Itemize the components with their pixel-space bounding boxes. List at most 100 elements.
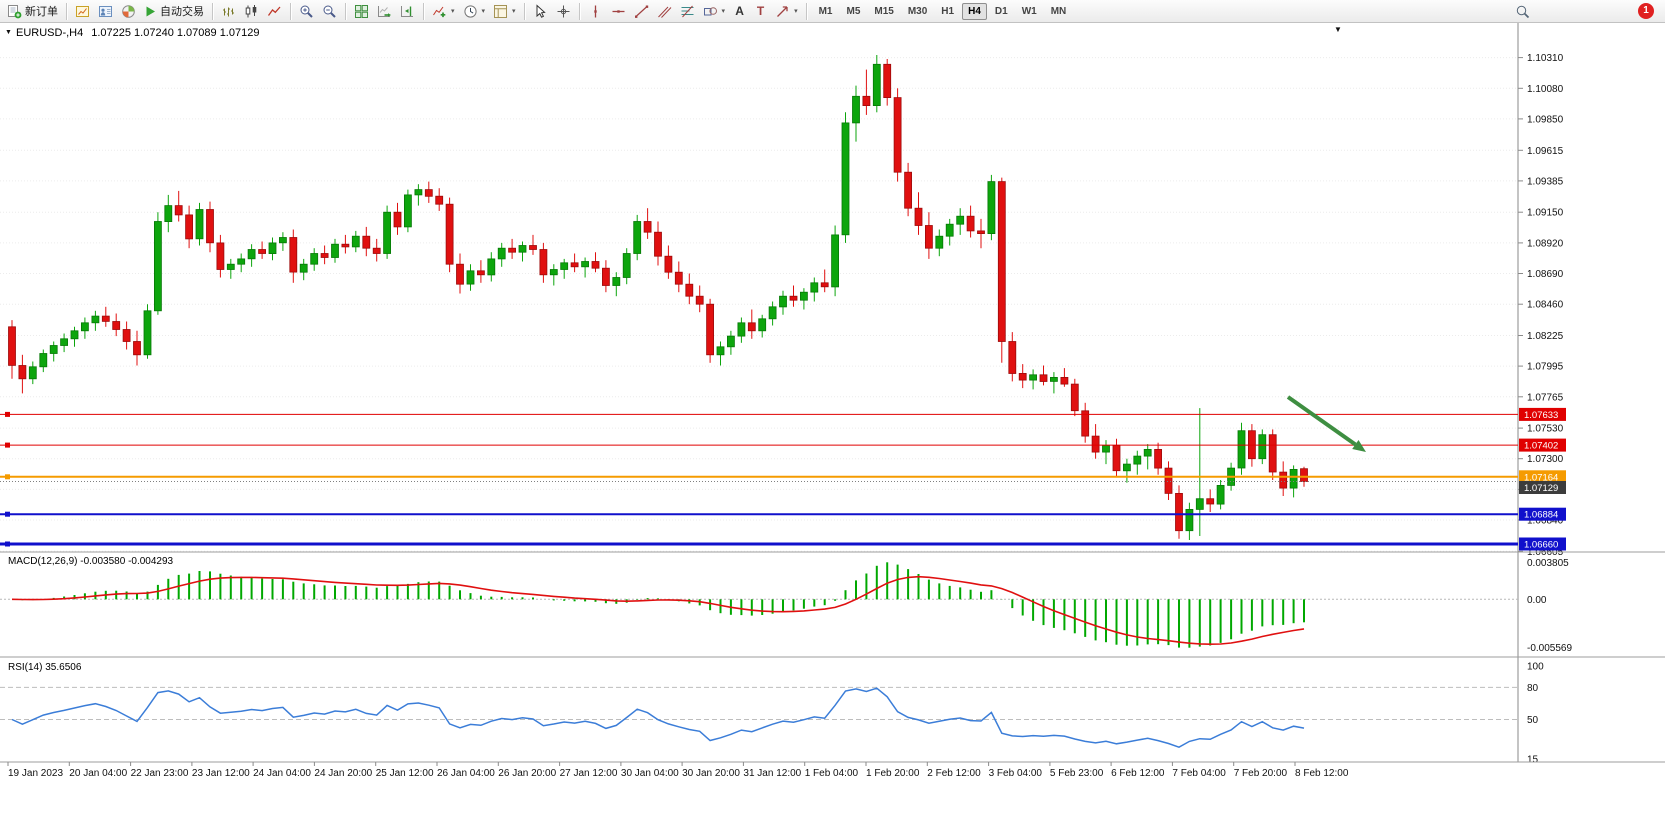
auto-trading-label: 自动交易: [160, 6, 204, 18]
svg-text:2 Feb 12:00: 2 Feb 12:00: [927, 768, 981, 779]
horizontal-line-object[interactable]: 1.06660: [0, 537, 1566, 551]
navigator-button[interactable]: [94, 1, 117, 21]
new-order-label: 新订单: [25, 6, 58, 18]
auto-scroll-button[interactable]: [373, 1, 396, 21]
chevron-down-icon: ▾: [721, 8, 726, 15]
vertical-line-tool[interactable]: [584, 1, 607, 21]
svg-text:8 Feb 12:00: 8 Feb 12:00: [1295, 768, 1349, 779]
chart-expand-icon[interactable]: ▼: [5, 29, 12, 36]
horizontal-line-object[interactable]: 1.06884: [0, 507, 1566, 521]
svg-text:27 Jan 12:00: 27 Jan 12:00: [560, 768, 618, 779]
shapes-icon: [703, 6, 717, 15]
timeframe-m5[interactable]: M5: [840, 3, 866, 20]
market-watch-button[interactable]: [71, 1, 94, 21]
terminal-button[interactable]: [117, 1, 140, 21]
toolbar-separator: [290, 2, 291, 20]
svg-text:-0.005569: -0.005569: [1527, 643, 1572, 654]
crosshair-button[interactable]: [552, 1, 575, 21]
timeframe-h1[interactable]: H1: [935, 3, 960, 20]
svg-text:1 Feb 20:00: 1 Feb 20:00: [866, 768, 920, 779]
timeframe-h4[interactable]: H4: [962, 2, 987, 20]
timeframe-w1[interactable]: W1: [1016, 3, 1043, 20]
time-axis[interactable]: 19 Jan 2023 20 Jan 04:00 22 Jan 23:00 23 Ja…: [7, 762, 1349, 779]
toolbar-separator: [212, 2, 213, 20]
chart-shift-button[interactable]: [396, 1, 419, 21]
notification-badge[interactable]: 1: [1638, 3, 1654, 19]
auto-scroll-icon: [378, 5, 391, 17]
indicators-button[interactable]: ▾: [428, 1, 459, 21]
trendline-tool[interactable]: [630, 1, 653, 21]
svg-text:1 Feb 04:00: 1 Feb 04:00: [805, 768, 859, 779]
ohlc-values: 1.07225 1.07240 1.07089 1.07129: [91, 27, 260, 39]
indicators-icon: [433, 6, 446, 17]
label-tool[interactable]: T: [750, 1, 771, 21]
svg-text:5 Feb 23:00: 5 Feb 23:00: [1050, 768, 1104, 779]
navigator-icon: [99, 5, 112, 17]
timeframe-toolbar: M1 M5 M15 M30 H1 H4 D1 W1 MN: [813, 2, 1073, 20]
horizontal-line-object[interactable]: 1.07164: [0, 470, 1566, 484]
toolbar-separator: [578, 2, 580, 20]
svg-text:24 Jan 04:00: 24 Jan 04:00: [253, 768, 311, 779]
toolbar-separator: [523, 2, 525, 20]
zoom-in-button[interactable]: [295, 1, 318, 21]
market-watch-icon: [76, 5, 89, 17]
bar-chart-icon: [223, 7, 234, 16]
clock-icon: [463, 4, 477, 18]
channel-icon: [657, 6, 671, 18]
new-order-button[interactable]: 新订单: [3, 1, 62, 21]
timeframe-m15[interactable]: M15: [868, 3, 899, 20]
price-axis[interactable]: 1.10310 1.10080 1.09850 1.09615 1.09385 1.091…: [1517, 23, 1564, 762]
cursor-icon: [536, 3, 546, 18]
candlestick-chart-button[interactable]: [240, 1, 263, 21]
svg-text:25 Jan 12:00: 25 Jan 12:00: [376, 768, 434, 779]
svg-text:1.06884: 1.06884: [1524, 510, 1558, 521]
auto-trading-button[interactable]: 自动交易: [140, 1, 208, 21]
timeframe-mn[interactable]: MN: [1045, 3, 1073, 20]
periods-button[interactable]: ▾: [459, 1, 490, 21]
horizontal-line-object[interactable]: 1.07633: [0, 407, 1566, 421]
line-chart-button[interactable]: [263, 1, 286, 21]
play-icon: [146, 6, 155, 16]
timeframe-d1[interactable]: D1: [989, 3, 1014, 20]
svg-text:3 Feb 04:00: 3 Feb 04:00: [989, 768, 1043, 779]
trendline-icon: [634, 5, 648, 18]
fibonacci-tool[interactable]: [676, 1, 699, 21]
shapes-tool[interactable]: ▾: [699, 1, 730, 21]
arrow-tool[interactable]: ▾: [771, 1, 802, 21]
label-tool-icon: T: [756, 4, 765, 18]
timeframe-m1[interactable]: M1: [813, 3, 839, 20]
zoom-out-button[interactable]: [318, 1, 341, 21]
rsi-label: RSI(14) 35.6506: [8, 662, 82, 673]
bar-chart-button[interactable]: [217, 1, 240, 21]
toolbar-separator: [805, 2, 807, 20]
horizontal-line-object[interactable]: 1.07402: [0, 438, 1566, 452]
fibonacci-icon: [681, 5, 694, 17]
crosshair-icon: [557, 5, 570, 17]
cursor-button[interactable]: [529, 1, 552, 21]
tile-windows-button[interactable]: [350, 1, 373, 21]
svg-text:1.06840: 1.06840: [1527, 516, 1564, 527]
timeframe-m30[interactable]: M30: [902, 3, 933, 20]
horizontal-line-tool[interactable]: [607, 1, 630, 21]
svg-text:6 Feb 12:00: 6 Feb 12:00: [1111, 768, 1165, 779]
templates-button[interactable]: ▾: [489, 1, 520, 21]
svg-text:1.08460: 1.08460: [1527, 300, 1564, 311]
search-button[interactable]: [1511, 1, 1534, 21]
template-icon: [494, 4, 508, 18]
candlestick-icon: [245, 4, 257, 17]
chart-menu-icon[interactable]: ▼: [1334, 25, 1342, 34]
svg-text:1.07530: 1.07530: [1527, 424, 1564, 435]
svg-text:1.07164: 1.07164: [1524, 472, 1558, 483]
channel-tool[interactable]: [653, 1, 676, 21]
terminal-icon: [122, 4, 135, 18]
trend-arrow-object[interactable]: [1286, 395, 1366, 452]
toolbar-separator: [345, 2, 346, 20]
svg-text:7 Feb 20:00: 7 Feb 20:00: [1234, 768, 1288, 779]
svg-text:30 Jan 20:00: 30 Jan 20:00: [682, 768, 740, 779]
svg-text:1.07765: 1.07765: [1527, 392, 1564, 403]
svg-text:1.10310: 1.10310: [1527, 53, 1564, 64]
text-tool[interactable]: A: [729, 1, 750, 21]
svg-text:50: 50: [1527, 715, 1539, 726]
svg-text:20 Jan 04:00: 20 Jan 04:00: [69, 768, 127, 779]
